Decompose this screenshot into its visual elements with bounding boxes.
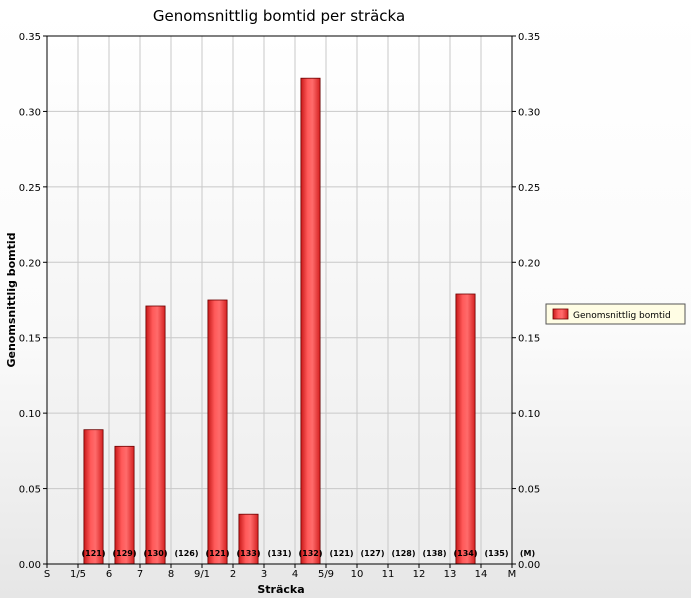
y-tick-label-left: 0.15 [19,334,41,345]
count-label: (128) [391,549,415,558]
x-tick-label: 4 [292,569,298,580]
bar [455,293,476,565]
y-tick-label-right: 0.00 [518,560,540,571]
x-tick-label: 8 [168,569,174,580]
x-tick-label: 2 [230,569,236,580]
bar [300,77,321,565]
x-tick-label: 13 [444,569,457,580]
chart-title: Genomsnittlig bomtid per sträcka [153,7,405,25]
y-axis-title: Genomsnittlig bomtid [5,232,18,367]
y-tick-label-left: 0.20 [19,258,41,269]
legend-label: Genomsnittlig bomtid [573,311,671,321]
y-tick-label-left: 0.05 [19,485,41,496]
x-tick-label: 10 [351,569,364,580]
legend-box [545,303,686,325]
x-tick-label: M [508,569,517,580]
count-label: (121) [329,549,353,558]
count-label: (129) [112,549,136,558]
y-tick-label-right: 0.30 [518,107,540,118]
bar [207,299,228,565]
x-tick-label: 3 [261,569,267,580]
x-tick-label: 7 [137,569,143,580]
x-tick-label: 6 [106,569,112,580]
count-label: (130) [143,549,167,558]
count-label: (131) [267,549,291,558]
y-tick-label-right: 0.35 [518,32,540,43]
legend: Genomsnittlig bomtid [545,303,686,325]
y-tick-label-right: 0.10 [518,409,540,420]
x-tick-label: 14 [475,569,488,580]
count-label: (138) [422,549,446,558]
count-label: (132) [298,549,322,558]
bar [114,445,135,565]
count-label: (121) [81,549,105,558]
y-tick-label-left: 0.00 [19,560,41,571]
count-label: (133) [236,549,260,558]
x-tick-label: 11 [382,569,395,580]
count-label: (121) [205,549,229,558]
y-tick-label-right: 0.25 [518,183,540,194]
y-tick-label-right: 0.20 [518,258,540,269]
bar [83,429,104,565]
count-label: (M) [520,549,535,558]
y-tick-label-right: 0.05 [518,485,540,496]
y-tick-label-left: 0.30 [19,107,41,118]
y-tick-label-left: 0.25 [19,183,41,194]
x-tick-label: 9/1 [194,569,210,580]
y-tick-label-right: 0.15 [518,334,540,345]
x-axis-title: Sträcka [257,583,304,596]
x-tick-label: 5/9 [318,569,334,580]
x-tick-label: 12 [413,569,426,580]
x-tick-label: 1/5 [70,569,86,580]
plot-frame [46,35,513,565]
x-tick-label: S [44,569,50,580]
count-label: (126) [174,549,198,558]
bar [145,305,166,565]
count-label: (134) [453,549,477,558]
y-tick-label-left: 0.35 [19,32,41,43]
count-label: (135) [484,549,508,558]
y-tick-label-left: 0.10 [19,409,41,420]
legend-swatch [552,308,569,320]
count-label: (127) [360,549,384,558]
